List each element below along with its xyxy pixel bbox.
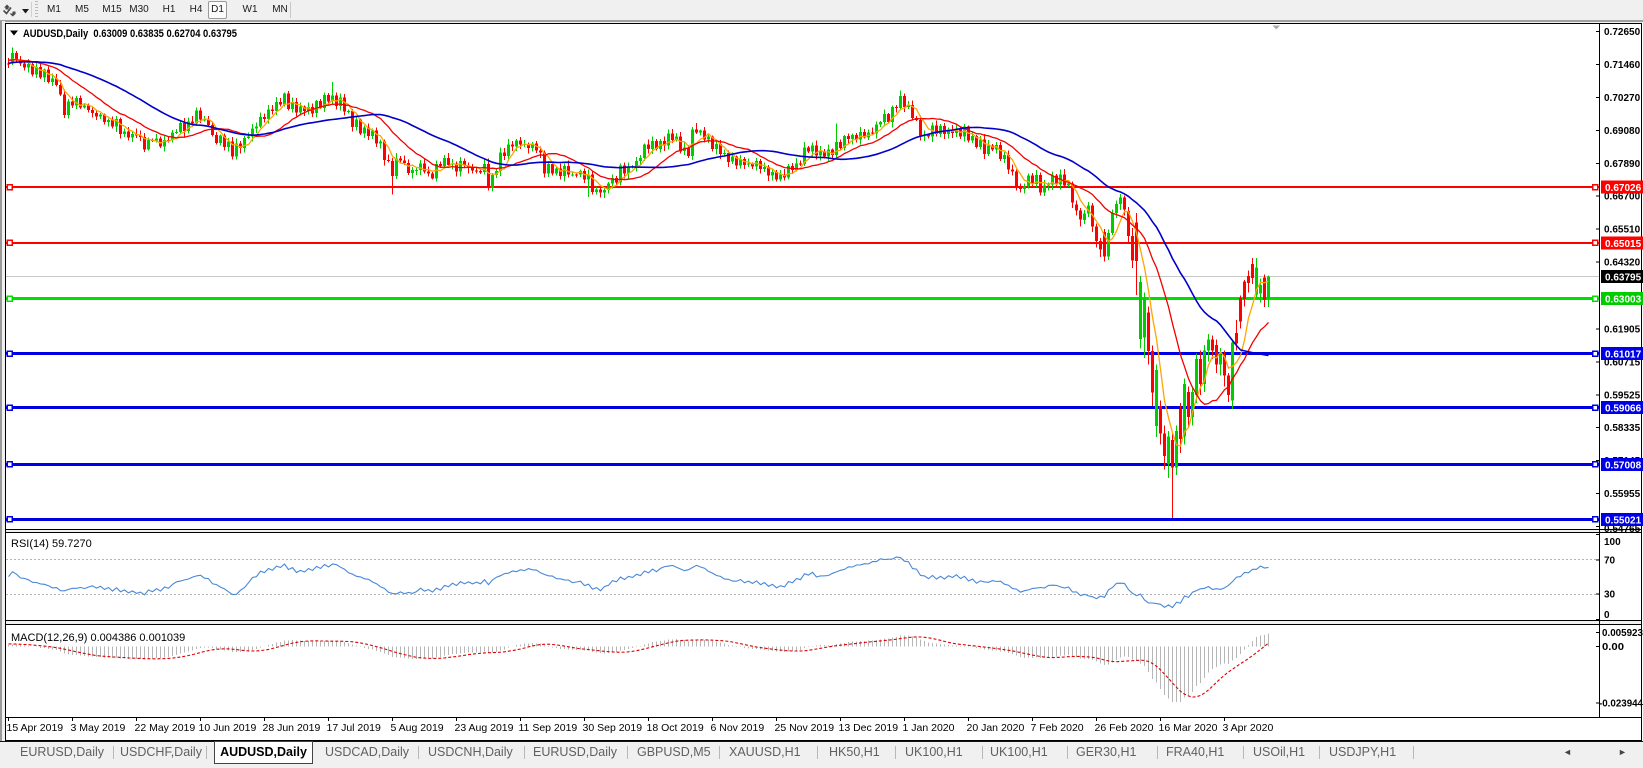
svg-text:0: 0 <box>1604 610 1610 621</box>
svg-text:0.58335: 0.58335 <box>1604 423 1641 434</box>
svg-text:11 Sep 2019: 11 Sep 2019 <box>519 722 578 734</box>
svg-text:13 Dec 2019: 13 Dec 2019 <box>839 722 899 734</box>
svg-text:3 May 2019: 3 May 2019 <box>71 722 126 734</box>
svg-text:6 Nov 2019: 6 Nov 2019 <box>711 722 765 734</box>
svg-text:RSI(14) 59.7270: RSI(14) 59.7270 <box>11 538 92 550</box>
svg-text:0.72650: 0.72650 <box>1604 27 1641 38</box>
svg-text:18 Oct 2019: 18 Oct 2019 <box>647 722 704 734</box>
svg-text:70: 70 <box>1604 555 1616 566</box>
svg-text:28 Jun 2019: 28 Jun 2019 <box>263 722 321 734</box>
svg-text:30 Sep 2019: 30 Sep 2019 <box>583 722 643 734</box>
svg-text:25 Nov 2019: 25 Nov 2019 <box>775 722 835 734</box>
svg-text:0.63003: 0.63003 <box>1605 295 1642 306</box>
svg-text:16 Mar 2020: 16 Mar 2020 <box>1159 722 1218 734</box>
svg-text:0.67026: 0.67026 <box>1605 183 1642 194</box>
svg-text:0.64320: 0.64320 <box>1604 258 1641 269</box>
svg-text:0.59525: 0.59525 <box>1604 390 1641 401</box>
svg-text:7 Feb 2020: 7 Feb 2020 <box>1031 722 1084 734</box>
svg-text:26 Feb 2020: 26 Feb 2020 <box>1095 722 1154 734</box>
svg-text:AUDUSD,Daily 0.63009 0.63835: AUDUSD,Daily 0.63009 0.63835 0.62704 0.6… <box>23 28 237 40</box>
svg-text:20 Jan 2020: 20 Jan 2020 <box>967 722 1025 734</box>
svg-text:0.65510: 0.65510 <box>1604 225 1641 236</box>
svg-text:0.00: 0.00 <box>1602 642 1624 653</box>
svg-text:0.54765: 0.54765 <box>1604 524 1641 535</box>
svg-text:0.55021: 0.55021 <box>1605 515 1642 526</box>
svg-text:0.005923: 0.005923 <box>1602 628 1643 639</box>
svg-text:0.69080: 0.69080 <box>1604 126 1641 137</box>
svg-text:0.63795: 0.63795 <box>1605 273 1642 284</box>
svg-text:0.61017: 0.61017 <box>1605 350 1642 361</box>
svg-text:0.57008: 0.57008 <box>1605 460 1642 471</box>
svg-text:0.60715: 0.60715 <box>1604 357 1641 368</box>
svg-text:3 Apr 2020: 3 Apr 2020 <box>1223 722 1274 734</box>
svg-text:15 Apr 2019: 15 Apr 2019 <box>7 722 64 734</box>
svg-text:-0.023944: -0.023944 <box>1599 699 1643 710</box>
svg-text:5 Aug 2019: 5 Aug 2019 <box>391 722 444 734</box>
svg-text:22 May 2019: 22 May 2019 <box>135 722 196 734</box>
svg-text:30: 30 <box>1604 590 1616 601</box>
svg-text:17 Jul 2019: 17 Jul 2019 <box>327 722 381 734</box>
svg-text:10 Jun 2019: 10 Jun 2019 <box>199 722 257 734</box>
svg-text:0.67890: 0.67890 <box>1604 159 1641 170</box>
svg-text:100: 100 <box>1604 537 1621 548</box>
svg-text:0.66700: 0.66700 <box>1604 192 1641 203</box>
svg-text:1 Jan 2020: 1 Jan 2020 <box>903 722 955 734</box>
svg-text:0.70270: 0.70270 <box>1604 93 1641 104</box>
svg-text:23 Aug 2019: 23 Aug 2019 <box>455 722 514 734</box>
svg-text:0.61905: 0.61905 <box>1604 324 1641 335</box>
svg-text:0.55955: 0.55955 <box>1604 489 1641 500</box>
svg-text:0.65015: 0.65015 <box>1605 239 1642 250</box>
svg-text:0.59066: 0.59066 <box>1605 404 1642 415</box>
svg-text:0.71460: 0.71460 <box>1604 60 1641 71</box>
svg-text:MACD(12,26,9) 0.004386 0.00103: MACD(12,26,9) 0.004386 0.001039 <box>11 632 185 644</box>
